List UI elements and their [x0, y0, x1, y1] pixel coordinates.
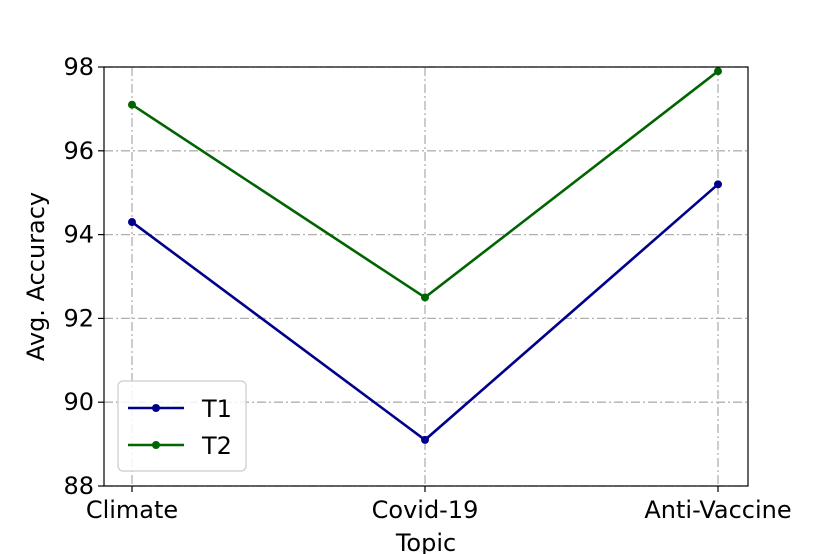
- x-tick-label: Anti-Vaccine: [644, 496, 791, 524]
- y-tick-label: 96: [63, 137, 94, 165]
- data-point-t1: [421, 435, 429, 444]
- y-tick-label: 88: [63, 472, 94, 500]
- x-axis-ticks: Climate Covid-19 Anti-Vaccine: [86, 486, 792, 524]
- data-point-t1: [128, 218, 136, 227]
- legend-label-t1: T1: [201, 395, 232, 423]
- x-axis-label: Topic: [395, 529, 456, 554]
- y-axis-label: Avg. Accuracy: [22, 192, 50, 361]
- legend-box: [117, 380, 247, 472]
- y-tick-label: 98: [63, 53, 94, 81]
- data-point-t2: [421, 293, 429, 302]
- y-tick-label: 94: [63, 221, 94, 249]
- data-point-t2: [714, 67, 722, 76]
- data-point-t1: [714, 180, 722, 189]
- axes-frame: [103, 66, 749, 487]
- legend-marker-t2: [152, 441, 160, 449]
- x-tick-label: Climate: [86, 496, 178, 524]
- legend-marker-t1: [152, 404, 160, 412]
- y-axis-ticks: 88 90 92 94 96 98: [63, 53, 104, 500]
- y-tick-label: 90: [63, 388, 94, 416]
- y-tick-label: 92: [63, 304, 94, 332]
- x-tick-label: Covid-19: [372, 496, 479, 524]
- series-layer: [128, 67, 722, 444]
- legend-label-t2: T2: [201, 432, 232, 460]
- data-point-t2: [128, 100, 136, 109]
